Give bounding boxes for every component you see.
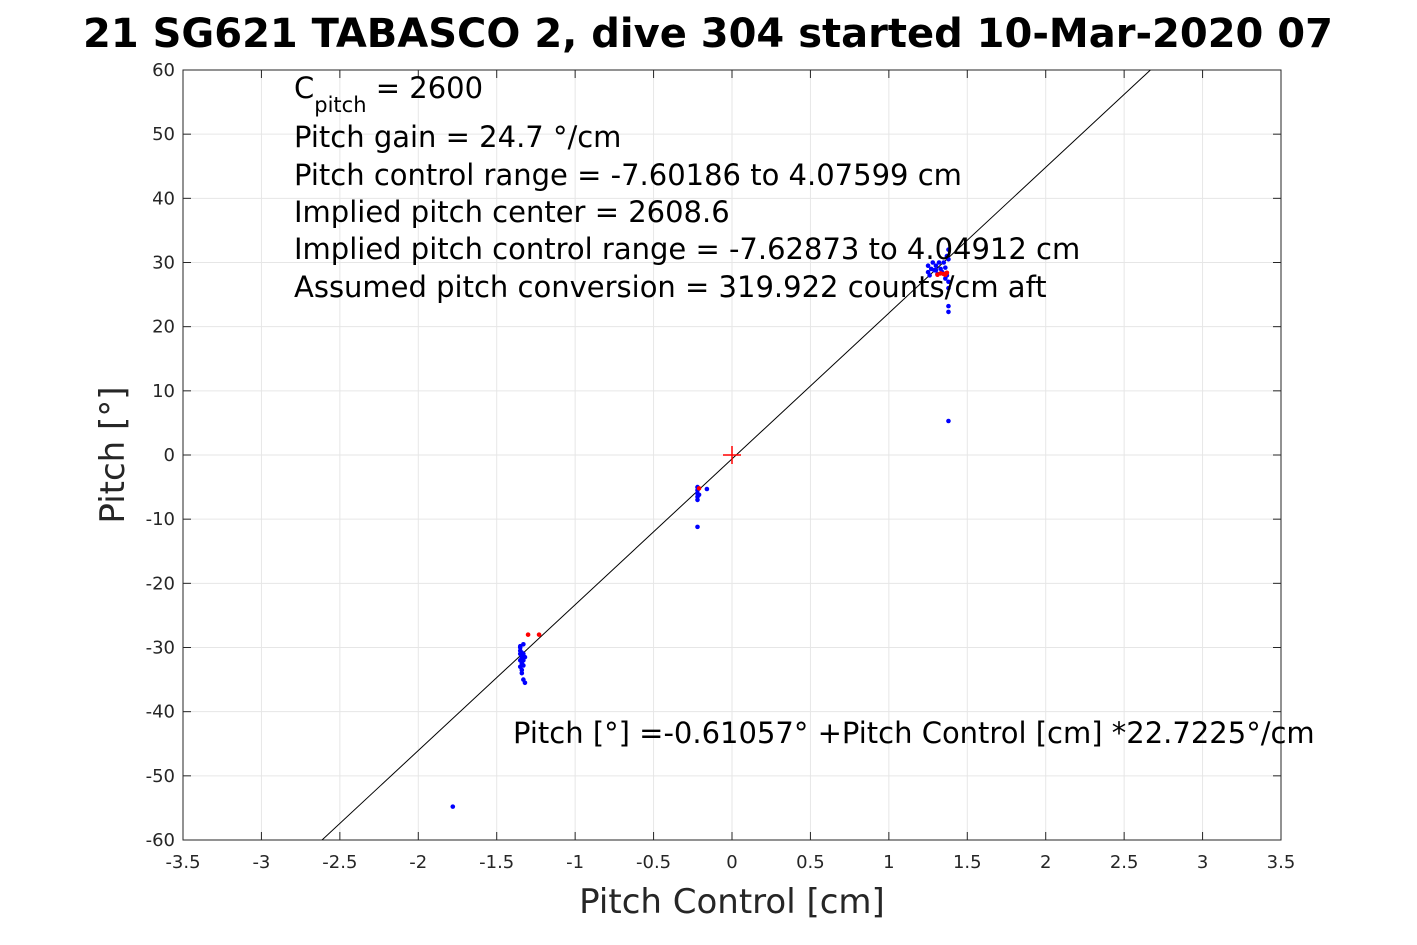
- y-tick-label: 50: [152, 124, 175, 145]
- axis-ticks: [182, 69, 1282, 841]
- data-points: [450, 247, 951, 809]
- y-tick-label: 10: [152, 381, 175, 402]
- data-point: [946, 256, 951, 262]
- data-point: [943, 276, 948, 281]
- data-point: [521, 663, 526, 668]
- x-tick-label: -2: [409, 852, 427, 873]
- data-point: [946, 285, 951, 291]
- x-tick-label: 1.5: [953, 852, 982, 873]
- y-tick-label: -10: [146, 509, 175, 530]
- data-point: [696, 486, 702, 491]
- data-point: [933, 267, 939, 273]
- x-tick-label: -0.5: [636, 852, 671, 873]
- data-point: [946, 279, 951, 285]
- c-pitch-symbol: C: [294, 71, 314, 105]
- data-point: [946, 303, 951, 309]
- x-tick-label: -3.5: [165, 852, 200, 873]
- data-point: [936, 260, 942, 265]
- data-point: [930, 260, 936, 265]
- grid-lines: [182, 69, 1282, 841]
- annotation-implied-pitch-center: Implied pitch center = 2608.6: [294, 195, 730, 229]
- data-point: [943, 265, 948, 270]
- data-point: [941, 260, 947, 265]
- data-point: [933, 263, 939, 269]
- data-point: [519, 650, 525, 655]
- x-tick-label: 0.5: [796, 852, 825, 873]
- y-tick-label: -20: [146, 573, 175, 594]
- y-tick-label: -60: [146, 830, 175, 851]
- data-point: [946, 247, 951, 252]
- c-pitch-value: = 2600: [367, 71, 484, 105]
- y-tick-label: -40: [146, 702, 175, 723]
- y-tick-label: 0: [164, 445, 175, 466]
- data-point: [695, 497, 700, 503]
- data-point: [695, 524, 700, 530]
- data-point: [704, 486, 710, 492]
- y-tick-label: -30: [146, 638, 175, 659]
- data-point: [943, 272, 948, 277]
- data-point: [946, 309, 951, 315]
- center-marker: [723, 446, 741, 464]
- data-point: [450, 804, 456, 809]
- data-point: [521, 658, 526, 663]
- data-point: [696, 492, 702, 498]
- y-tick-labels: -60 -50 -40 -30 -20 -10 0 10 20 30 40 50 60: [146, 60, 175, 851]
- x-tick-label: 0: [726, 852, 737, 873]
- y-tick-label: 30: [152, 253, 175, 274]
- data-point: [536, 632, 542, 637]
- annotation-implied-control-range: Implied pitch control range = -7.62873 t…: [294, 232, 1080, 266]
- x-tick-label: -1: [566, 852, 584, 873]
- x-axis-label: Pitch Control [cm]: [579, 882, 885, 922]
- y-tick-label: 20: [152, 317, 175, 338]
- data-point: [519, 667, 525, 673]
- data-point: [521, 677, 526, 682]
- y-tick-label: -50: [146, 766, 175, 787]
- x-tick-label: 3.5: [1267, 852, 1296, 873]
- c-pitch-subscript: pitch: [314, 93, 366, 117]
- annotation-c-pitch: Cpitch = 2600: [294, 71, 483, 117]
- y-axis-label: Pitch [°]: [93, 386, 133, 523]
- x-tick-labels: -3.5 -3 -2.5 -2 -1.5 -1 -0.5 0 0.5 1 1.5 2 2.5 3 3.5: [165, 852, 1295, 873]
- x-tick-label: 1: [883, 852, 894, 873]
- chart-title: 21 SG621 TABASCO 2, dive 304 started 10-…: [83, 11, 1333, 57]
- data-point: [519, 670, 525, 676]
- x-tick-label: -2.5: [322, 852, 357, 873]
- x-tick-label: -1.5: [479, 852, 514, 873]
- data-point: [517, 643, 523, 649]
- data-point: [946, 418, 951, 424]
- x-tick-label: -3: [252, 852, 270, 873]
- annotation-pitch-conversion: Assumed pitch conversion = 319.922 count…: [294, 270, 1047, 304]
- data-point: [927, 273, 932, 278]
- annotation-pitch-control-range: Pitch control range = -7.60186 to 4.0759…: [294, 158, 962, 192]
- annotation-block: Cpitch = 2600 Pitch gain = 24.7 °/cm Pit…: [294, 71, 1080, 304]
- data-point: [525, 632, 531, 637]
- annotation-pitch-gain: Pitch gain = 24.7 °/cm: [294, 120, 621, 154]
- x-tick-label: 2: [1040, 852, 1051, 873]
- fit-equation-label: Pitch [°] =-0.61057° +Pitch Control [cm]…: [513, 716, 1315, 750]
- y-tick-label: 40: [152, 188, 175, 209]
- x-tick-label: 2.5: [1110, 852, 1139, 873]
- y-tick-label: 60: [152, 60, 175, 81]
- data-point: [925, 263, 931, 269]
- x-tick-label: 3: [1197, 852, 1208, 873]
